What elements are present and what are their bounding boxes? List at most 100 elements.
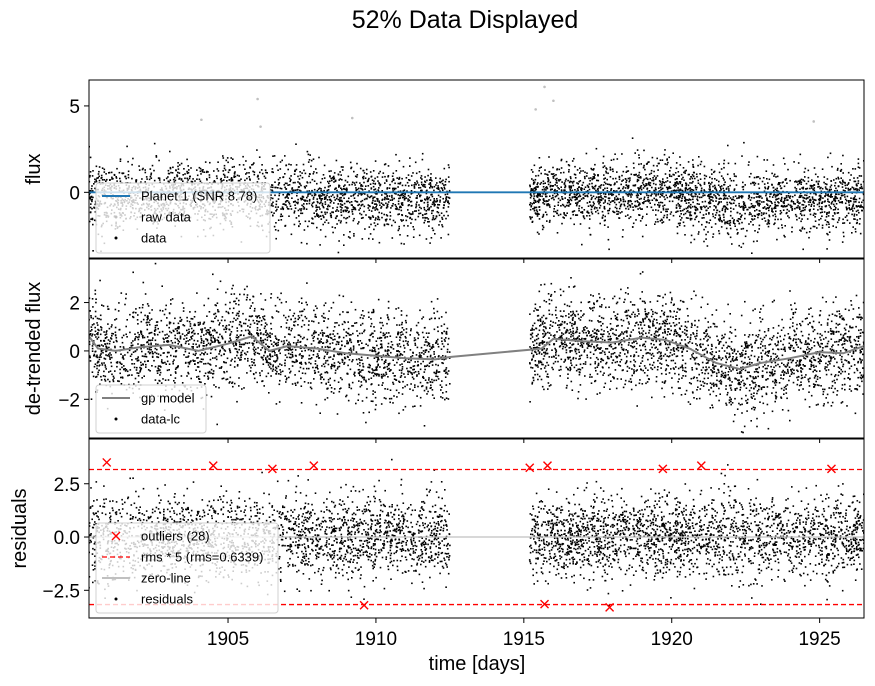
data-point	[381, 194, 383, 196]
data-point	[293, 223, 296, 226]
data-point	[221, 346, 223, 349]
data-point	[345, 221, 348, 224]
data-point	[556, 192, 558, 195]
data-point	[838, 193, 840, 196]
data-point	[714, 195, 717, 197]
data-point	[651, 193, 653, 195]
data-point	[723, 166, 725, 169]
data-point	[94, 181, 96, 183]
data-point	[813, 192, 815, 195]
data-point	[168, 335, 170, 337]
data-point	[674, 183, 676, 186]
data-point	[802, 207, 805, 209]
data-point	[141, 178, 143, 180]
data-point	[604, 199, 606, 201]
data-point	[689, 211, 692, 213]
data-point	[142, 281, 145, 284]
data-point	[561, 222, 563, 225]
data-point	[234, 175, 237, 178]
data-point	[813, 167, 816, 169]
data-point	[90, 315, 92, 317]
data-point	[376, 369, 378, 371]
data-point	[854, 188, 857, 191]
data-point	[249, 178, 251, 180]
data-point	[685, 207, 687, 210]
data-point	[437, 330, 439, 333]
data-point	[736, 233, 739, 235]
data-point	[583, 192, 586, 195]
data-point	[300, 208, 303, 210]
data-point	[544, 173, 546, 175]
data-point	[700, 196, 703, 199]
data-point	[845, 187, 847, 189]
data-point	[366, 173, 368, 175]
data-point	[616, 198, 618, 201]
data-point	[576, 182, 578, 184]
data-point	[140, 311, 142, 314]
data-point	[535, 186, 537, 188]
raw-data-point	[812, 120, 816, 123]
data-point	[541, 195, 543, 198]
data-point	[609, 166, 612, 169]
data-point	[302, 205, 305, 208]
data-point	[107, 378, 109, 381]
data-point	[148, 178, 151, 181]
data-point	[431, 195, 434, 198]
data-point	[556, 190, 558, 192]
data-point	[702, 192, 705, 195]
data-point	[538, 233, 540, 235]
data-point	[705, 209, 707, 212]
data-point	[852, 210, 854, 212]
data-point	[111, 176, 113, 179]
data-point	[756, 193, 759, 195]
data-point	[275, 222, 277, 224]
data-point	[316, 208, 318, 211]
data-point	[604, 177, 606, 179]
data-point	[719, 197, 721, 200]
data-point	[312, 222, 315, 225]
data-point	[425, 212, 428, 215]
data-point	[549, 206, 551, 208]
data-point	[782, 209, 785, 211]
data-point	[559, 213, 562, 216]
data-point	[856, 221, 858, 224]
data-point	[595, 147, 598, 150]
data-point	[665, 186, 668, 189]
data-point	[826, 188, 828, 191]
data-point	[544, 169, 546, 171]
data-point	[678, 205, 680, 207]
data-point	[629, 177, 631, 179]
data-point	[831, 218, 834, 220]
data-point	[433, 198, 435, 200]
data-point	[370, 210, 373, 212]
data-point	[560, 158, 563, 161]
data-point	[742, 242, 745, 245]
data-point	[341, 207, 343, 209]
data-point	[350, 167, 352, 170]
data-point	[699, 178, 702, 180]
data-point	[714, 223, 717, 225]
data-point	[546, 173, 548, 176]
data-point	[784, 205, 787, 208]
data-point	[650, 206, 653, 209]
data-point	[203, 171, 205, 173]
data-point	[177, 162, 179, 164]
data-point	[562, 171, 565, 174]
data-point	[315, 210, 317, 212]
data-point	[156, 372, 159, 374]
data-point	[652, 177, 654, 179]
data-point	[336, 206, 339, 209]
data-point	[322, 216, 325, 218]
data-point	[321, 178, 324, 180]
data-point	[445, 210, 448, 213]
data-point	[627, 195, 630, 197]
data-point	[569, 217, 572, 220]
data-point	[610, 188, 613, 190]
data-point	[852, 168, 854, 170]
data-point	[771, 209, 773, 211]
data-point	[272, 364, 274, 366]
data-point	[830, 207, 832, 210]
data-point	[435, 375, 437, 377]
data-point	[404, 192, 406, 195]
data-point	[728, 195, 730, 197]
